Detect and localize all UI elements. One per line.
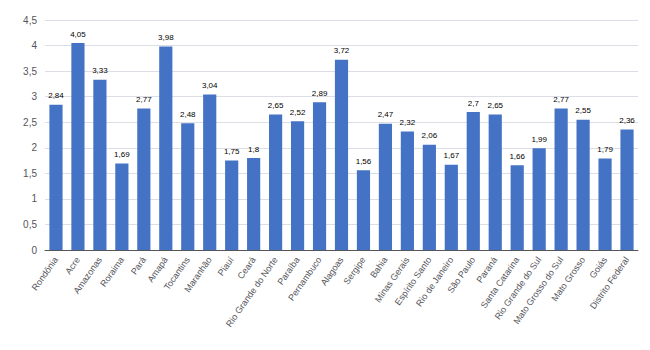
- svg-text:2,77: 2,77: [553, 95, 569, 104]
- svg-text:Rio Grande do Norte: Rio Grande do Norte: [224, 255, 280, 329]
- svg-text:2,36: 2,36: [619, 116, 635, 125]
- svg-text:2,65: 2,65: [487, 101, 503, 110]
- svg-text:Paraíba: Paraíba: [275, 255, 302, 287]
- svg-text:2,89: 2,89: [312, 89, 328, 98]
- svg-text:2,84: 2,84: [48, 91, 64, 100]
- svg-text:1,99: 1,99: [531, 135, 547, 144]
- svg-text:Rondônia: Rondônia: [30, 255, 60, 292]
- svg-text:0,5: 0,5: [23, 219, 37, 230]
- svg-text:Paraná: Paraná: [474, 255, 500, 285]
- svg-text:1: 1: [31, 193, 37, 204]
- svg-text:1,67: 1,67: [444, 151, 460, 160]
- svg-text:1,5: 1,5: [23, 168, 37, 179]
- svg-text:Piauí: Piauí: [216, 255, 236, 278]
- svg-text:Mato Grosso do Sul: Mato Grosso do Sul: [511, 255, 566, 326]
- svg-text:1,79: 1,79: [597, 145, 613, 154]
- svg-text:Amazonas: Amazonas: [71, 255, 104, 296]
- svg-text:4,05: 4,05: [70, 30, 86, 39]
- svg-text:2,55: 2,55: [575, 106, 591, 115]
- svg-text:2,77: 2,77: [136, 95, 152, 104]
- svg-text:2,48: 2,48: [180, 110, 196, 119]
- svg-text:2,7: 2,7: [468, 99, 480, 108]
- svg-text:3,5: 3,5: [23, 66, 37, 77]
- svg-text:Alagoas: Alagoas: [319, 255, 346, 288]
- svg-text:4: 4: [31, 40, 37, 51]
- svg-text:0: 0: [31, 245, 37, 256]
- svg-text:3,33: 3,33: [92, 66, 108, 75]
- svg-text:Bahia: Bahia: [368, 255, 389, 280]
- svg-text:2,65: 2,65: [268, 101, 284, 110]
- svg-text:3,72: 3,72: [334, 46, 350, 55]
- svg-text:Rio Grande do Sul: Rio Grande do Sul: [492, 255, 544, 322]
- svg-text:Minas Gerais: Minas Gerais: [372, 255, 412, 305]
- svg-text:1,56: 1,56: [356, 157, 372, 166]
- svg-text:Pernambuco: Pernambuco: [286, 255, 323, 303]
- svg-text:Mato Grosso: Mato Grosso: [549, 255, 587, 303]
- svg-text:São Paulo: São Paulo: [445, 255, 477, 295]
- svg-text:3,04: 3,04: [202, 81, 218, 90]
- svg-text:Rio de Janeiro: Rio de Janeiro: [414, 255, 456, 308]
- svg-text:1,69: 1,69: [114, 150, 130, 159]
- svg-text:Amapá: Amapá: [145, 255, 170, 285]
- svg-text:Pará: Pará: [129, 255, 148, 276]
- svg-text:Roraima: Roraima: [98, 255, 126, 289]
- svg-text:1,8: 1,8: [248, 145, 260, 154]
- svg-text:2,47: 2,47: [378, 110, 394, 119]
- svg-text:Sergipe: Sergipe: [342, 255, 368, 286]
- svg-text:Distrito Federal: Distrito Federal: [588, 255, 631, 311]
- svg-text:2,52: 2,52: [290, 108, 306, 117]
- svg-text:Espírito Santo: Espírito Santo: [392, 255, 434, 308]
- svg-text:2,32: 2,32: [400, 118, 416, 127]
- svg-text:1,66: 1,66: [509, 152, 525, 161]
- svg-text:3,98: 3,98: [158, 33, 174, 42]
- svg-text:Maranhão: Maranhão: [182, 255, 213, 294]
- svg-text:Ceará: Ceará: [235, 255, 257, 281]
- svg-text:1,75: 1,75: [224, 147, 240, 156]
- svg-text:4,5: 4,5: [23, 15, 37, 26]
- svg-text:2,06: 2,06: [422, 131, 438, 140]
- svg-text:2,5: 2,5: [23, 117, 37, 128]
- svg-text:Goiás: Goiás: [587, 255, 609, 280]
- svg-text:Santa Catarina: Santa Catarina: [478, 255, 522, 310]
- svg-text:3: 3: [31, 91, 37, 102]
- svg-text:Acre: Acre: [63, 255, 82, 276]
- svg-text:2: 2: [31, 142, 37, 153]
- svg-text:Tocantins: Tocantins: [161, 255, 192, 292]
